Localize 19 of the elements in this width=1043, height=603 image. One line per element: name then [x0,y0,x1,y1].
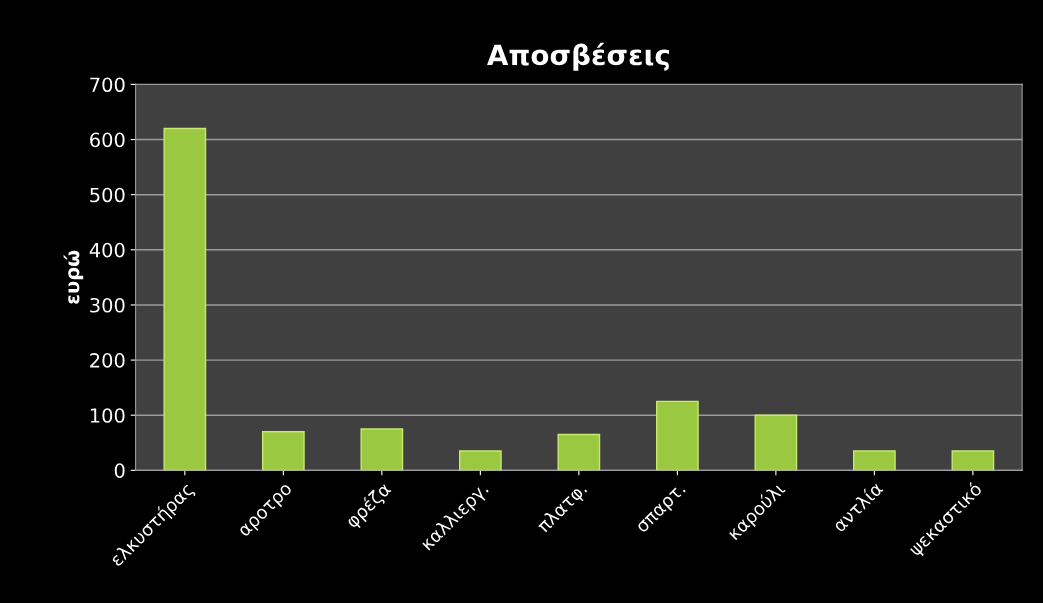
y-tick-label: 300 [90,297,125,313]
y-tick-label: 400 [89,242,125,258]
bar [853,450,896,471]
bar [261,431,305,471]
bar [557,433,601,471]
bar [360,428,404,471]
y-axis-title: ευρώ [63,250,84,304]
bar [951,450,995,471]
bar [754,414,798,471]
y-tick-label: 200 [90,353,125,368]
y-tick-label: 100 [90,408,125,423]
y-tick-label: 700 [90,77,125,93]
bar [163,127,207,471]
y-tick-label: 500 [90,187,125,203]
chart-title: Αποσβέσεις [487,42,669,71]
bar [655,400,699,471]
bar [458,450,502,471]
y-tick-label: 600 [90,132,125,148]
y-tick-label: 0 [114,463,125,478]
